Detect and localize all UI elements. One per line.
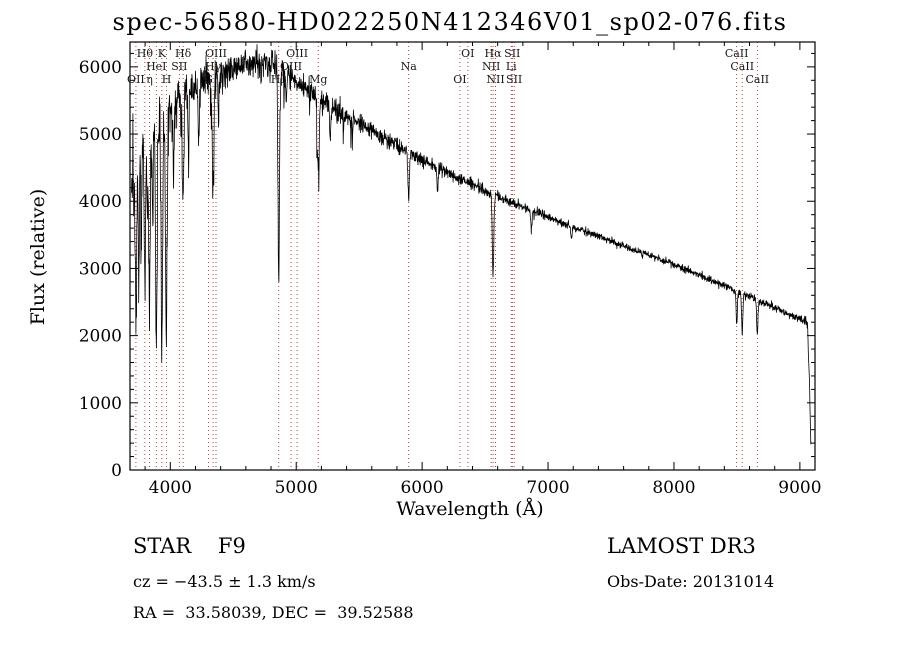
svg-text:OI: OI: [453, 73, 466, 86]
svg-text:Mg: Mg: [309, 73, 327, 86]
svg-text:3000: 3000: [79, 259, 122, 279]
axis-tick-labels: 4000 5000 6000 7000 8000 9000 0 1000 2000 3000 400…: [79, 58, 822, 498]
svg-text:HeI: HeI: [146, 60, 166, 73]
svg-text:5000: 5000: [275, 478, 318, 498]
svg-text:OII: OII: [127, 73, 145, 86]
svg-text:SII: SII: [506, 73, 522, 86]
svg-text:7000: 7000: [526, 478, 569, 498]
plot-frame: [129, 41, 816, 471]
svg-text:1000: 1000: [79, 394, 122, 414]
svg-text:SII: SII: [504, 47, 520, 60]
svg-text:G: G: [204, 73, 213, 86]
plot-title: spec-56580-HD022250N412346V01_sp02-076.f…: [112, 8, 788, 36]
class-label: STAR F9: [133, 534, 246, 558]
svg-text:K: K: [158, 47, 167, 60]
svg-text:η: η: [146, 73, 153, 86]
svg-text:Hγ: Hγ: [205, 60, 222, 73]
spectrum-plot: 4000 5000 6000 7000 8000 9000 0 1000 2000 3000 400…: [79, 41, 822, 498]
svg-text:2000: 2000: [79, 327, 122, 347]
svg-text:Hθ: Hθ: [137, 47, 154, 60]
svg-text:H: H: [162, 73, 172, 86]
svg-text:Na: Na: [401, 60, 418, 73]
spectrum-trace: [131, 44, 812, 445]
svg-text:OIII: OIII: [280, 60, 302, 73]
axis-ticks: [130, 42, 815, 471]
obs-date-label: Obs-Date: 20131014: [607, 572, 775, 591]
spectral-line-markers: [135, 42, 758, 470]
svg-text:0: 0: [111, 461, 122, 481]
svg-text:Hδ: Hδ: [175, 47, 192, 60]
cz-label: cz = −43.5 ± 1.3 km/s: [133, 572, 316, 591]
svg-text:OI: OI: [461, 47, 474, 60]
svg-text:5000: 5000: [79, 125, 122, 145]
svg-text:OIII: OIII: [205, 47, 227, 60]
svg-text:Li: Li: [506, 60, 517, 73]
svg-text:6000: 6000: [79, 58, 122, 78]
svg-text:Hα: Hα: [485, 47, 503, 60]
y-axis-label: Flux (relative): [27, 188, 49, 326]
svg-text:OIII: OIII: [286, 47, 308, 60]
svg-text:4000: 4000: [149, 478, 192, 498]
svg-text:6000: 6000: [400, 478, 443, 498]
ra-dec-label: RA = 33.58039, DEC = 39.52588: [133, 603, 414, 622]
svg-text:SII: SII: [171, 60, 187, 73]
svg-text:NII: NII: [482, 60, 500, 73]
survey-label: LAMOST DR3: [607, 534, 756, 558]
svg-text:8000: 8000: [652, 478, 695, 498]
svg-text:4000: 4000: [79, 192, 122, 212]
x-axis-label: Wavelength (Å): [396, 498, 544, 520]
svg-text:CaII: CaII: [730, 60, 754, 73]
svg-text:CaII: CaII: [725, 47, 749, 60]
svg-text:9000: 9000: [778, 478, 821, 498]
svg-text:CaII: CaII: [745, 73, 769, 86]
svg-text:Hβ: Hβ: [271, 73, 287, 86]
svg-text:NII: NII: [486, 73, 504, 86]
